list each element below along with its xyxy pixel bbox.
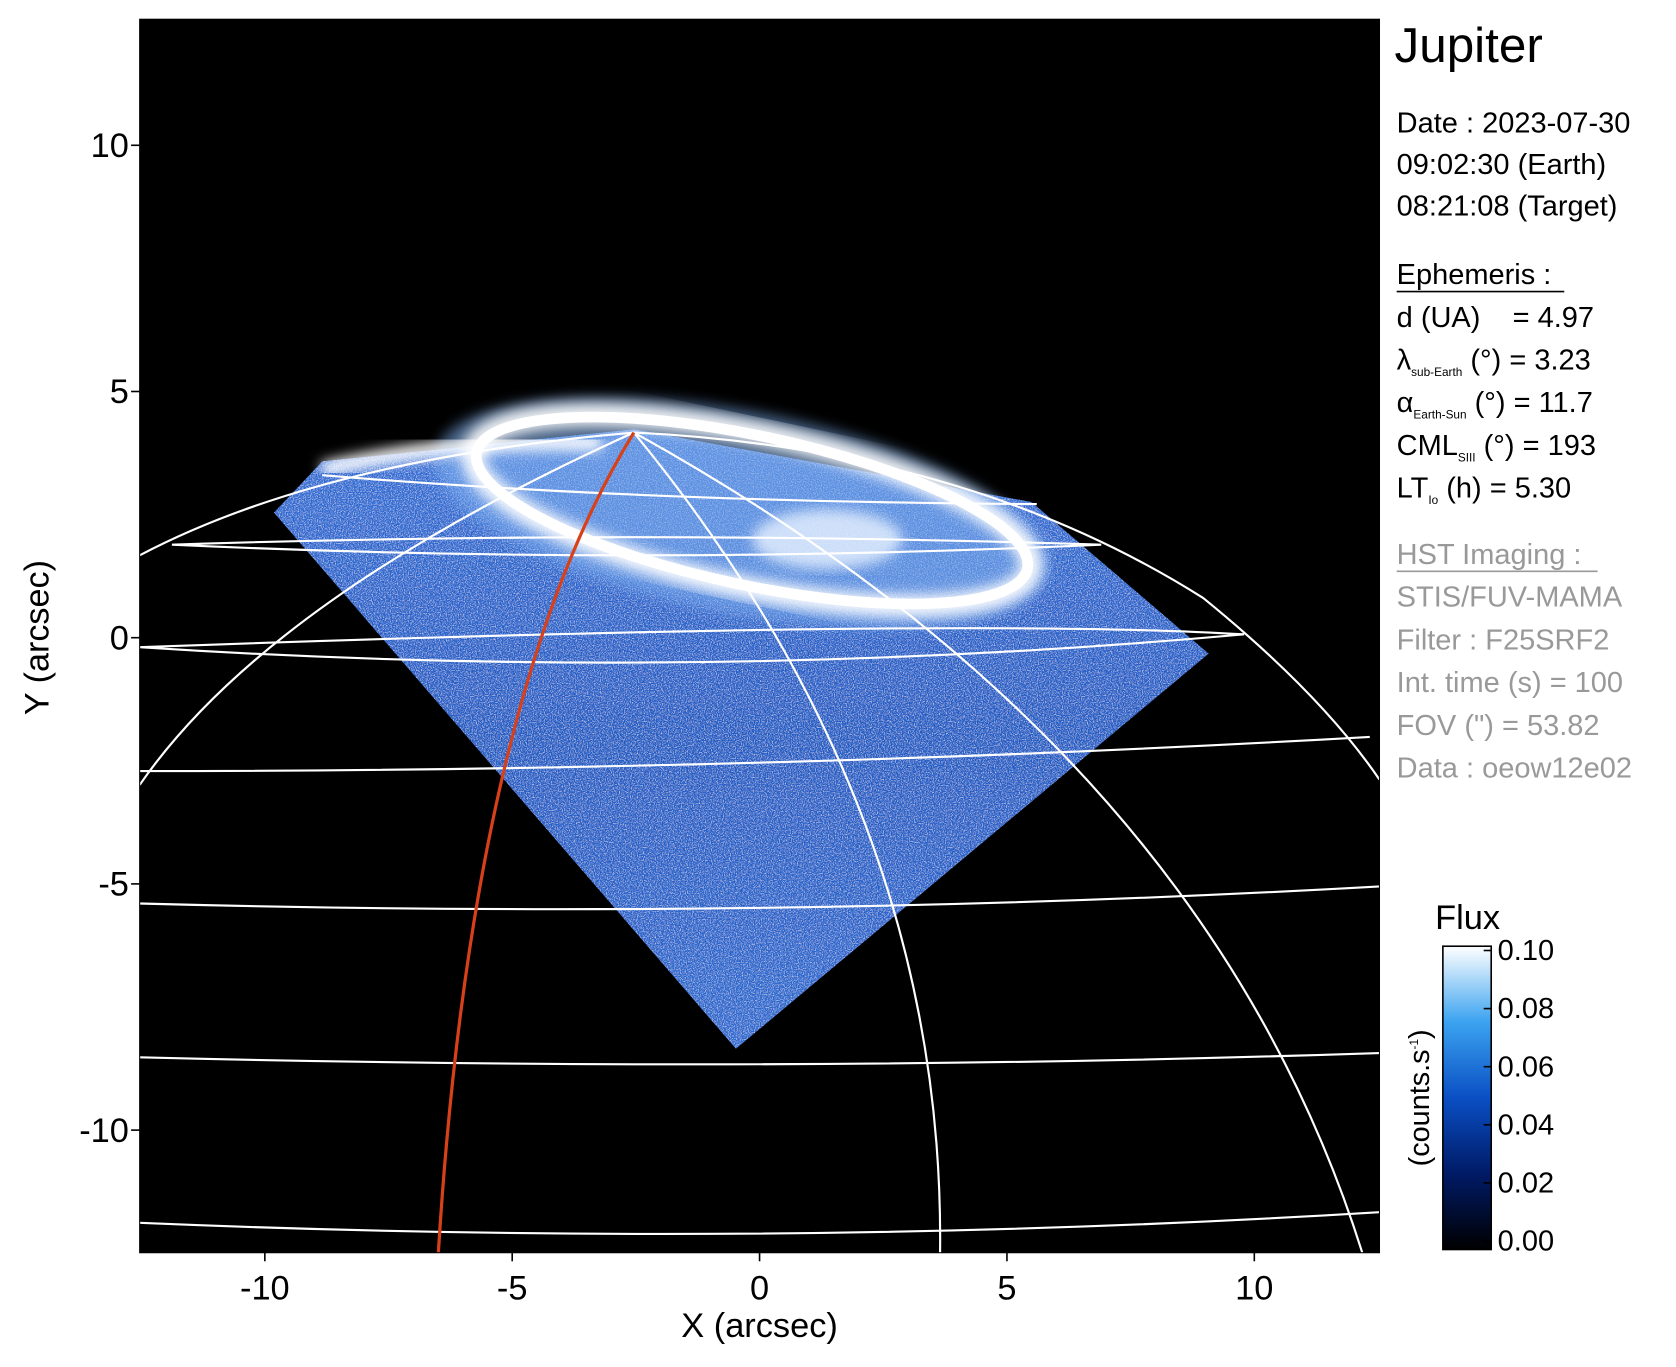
y-tick-label: 5 [110, 373, 129, 411]
latitude-line [322, 474, 1037, 506]
ephemeris-row: αEarth-Sun (°) = 11.7 [1397, 387, 1593, 421]
imaging-row: FOV (") = 53.82 [1397, 710, 1600, 742]
x-tick-label: 5 [997, 1270, 1016, 1308]
y-axis-label: Y (arcsec) [18, 560, 56, 715]
imaging-row: Int. time (s) = 100 [1397, 667, 1623, 699]
date-line: Date : 2023-07-30 [1397, 108, 1631, 140]
latitude-line [139, 627, 1245, 664]
y-tick-label: 10 [91, 127, 129, 165]
date-line: 09:02:30 (Earth) [1397, 149, 1607, 181]
colorbar-tick-label: 0.10 [1498, 935, 1554, 967]
colorbar-tick-label: 0.04 [1498, 1109, 1554, 1141]
ephemeris-row: d (UA) = 4.97 [1397, 302, 1594, 334]
latitude-line [139, 735, 1370, 773]
ephemeris-subscript: SIII [1458, 451, 1476, 464]
axes: -10 -5 0 5 10 -10 -5 0 5 10 [79, 127, 1273, 1308]
limb [139, 431, 1380, 781]
colorbar-title: Flux [1435, 899, 1500, 937]
ephemeris-symbol: α [1397, 387, 1414, 419]
ephemeris-symbol: d (UA) = 4.97 [1397, 302, 1594, 334]
colorbar-label-sup: -1 [1408, 1039, 1421, 1049]
meridian [633, 431, 1364, 1253]
ephemeris-heading: Ephemeris : [1397, 259, 1552, 291]
latitude-line [139, 1051, 1380, 1066]
ephemeris-subscript: sub-Earth [1411, 366, 1462, 379]
latitude-line [139, 1211, 1380, 1236]
y-tick-label: -5 [98, 866, 129, 904]
meridian [633, 431, 942, 1253]
colorbar-label-text: (counts.s [1404, 1049, 1436, 1166]
ephemeris-subscript: Earth-Sun [1413, 409, 1466, 422]
planet-title: Jupiter [1395, 18, 1543, 73]
colorbar-tick-label: 0.08 [1498, 993, 1554, 1025]
x-tick-label: -5 [497, 1270, 528, 1308]
meridian [139, 431, 635, 786]
x-axis-label: X (arcsec) [681, 1307, 838, 1345]
ephemeris-value: (°) = 3.23 [1462, 345, 1590, 377]
ephemeris-subscript: Io [1428, 494, 1438, 507]
ephemeris-symbol: LT [1397, 473, 1429, 505]
colorbar-tick-label: 0.00 [1498, 1226, 1554, 1258]
info-panel: Date : 2023-07-30 09:02:30 (Earth) 08:21:0… [1397, 108, 1632, 785]
ephemeris-row: CMLSIII (°) = 193 [1397, 430, 1596, 464]
colorbar-tick-label: 0.02 [1498, 1168, 1554, 1200]
latitude-line [139, 885, 1380, 911]
y-tick-label: -10 [79, 1112, 129, 1150]
io-footprint-meridian [436, 431, 636, 1253]
ephemeris-value: (h) = 5.30 [1438, 473, 1571, 505]
planet-grid [139, 431, 1380, 1253]
latitude-line [171, 536, 1102, 557]
ephemeris-symbol: CML [1397, 430, 1458, 462]
x-tick-label: -10 [240, 1270, 290, 1308]
ephemeris-symbol: λ [1397, 345, 1412, 377]
ephemeris-row: LTIo (h) = 5.30 [1397, 473, 1571, 507]
date-line: 08:21:08 (Target) [1397, 191, 1618, 223]
x-tick-label: 10 [1235, 1270, 1273, 1308]
colorbar-label-end: ) [1404, 1029, 1436, 1039]
imaging-row: Filter : F25SRF2 [1397, 624, 1610, 656]
ephemeris-row: λsub-Earth (°) = 3.23 [1397, 345, 1591, 379]
aurora-arc [320, 434, 602, 478]
x-tick-label: 0 [750, 1270, 769, 1308]
colorbar-label: (counts.s-1) [1404, 1029, 1436, 1166]
imaging-row: STIS/FUV-MAMA [1397, 582, 1623, 614]
plot-area [139, 19, 1380, 1253]
y-tick-label: 0 [110, 620, 129, 658]
imaging-row: Data : oeow12e02 [1397, 753, 1632, 785]
colorbar-ticks: 0.00 0.02 0.04 0.06 0.08 0.10 [1483, 935, 1554, 1258]
ephemeris-value: (°) = 193 [1476, 430, 1596, 462]
colorbar [1442, 945, 1493, 1251]
ephemeris-value: (°) = 11.7 [1467, 387, 1593, 419]
imaging-heading: HST Imaging : [1397, 539, 1582, 571]
colorbar-tick-label: 0.06 [1498, 1051, 1554, 1083]
